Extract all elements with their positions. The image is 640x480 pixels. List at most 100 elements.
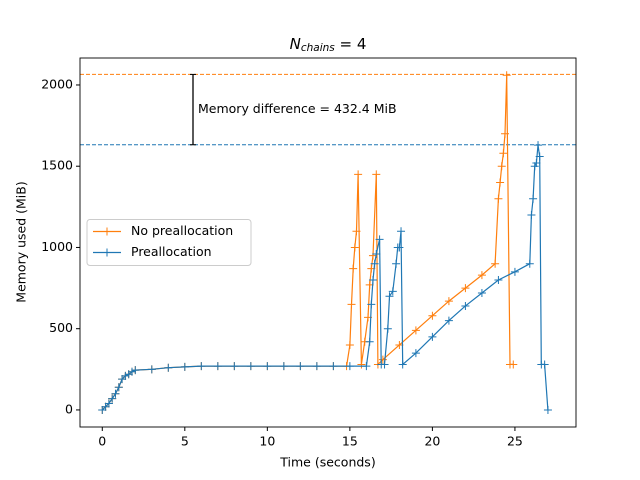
marker [345,362,354,371]
marker [510,267,519,276]
marker [213,362,222,371]
marker [395,243,404,252]
marker [534,141,543,150]
marker [496,178,505,187]
title-main: N [290,35,301,53]
marker [104,399,113,408]
marker [444,297,453,306]
marker [494,194,503,203]
marker [349,264,358,273]
marker [428,311,437,320]
marker [380,360,389,369]
marker [509,360,518,369]
marker [499,149,508,158]
marker [477,271,486,280]
marker [114,383,123,392]
marker [477,288,486,297]
x-tick-label: 5 [181,434,189,449]
y-tick-label: 1500 [41,158,73,173]
marker [532,158,541,167]
marker [352,227,361,236]
y-tick-label: 1000 [41,239,73,254]
marker [354,170,363,179]
legend-marker [103,227,111,236]
legend-label: No preallocation [131,223,233,238]
marker [411,349,420,358]
marker [543,405,552,414]
marker [497,162,506,171]
marker [368,275,377,284]
marker [347,300,356,309]
x-axis-label: Time (seconds) [279,455,375,470]
marker [121,371,130,380]
marker [365,337,374,346]
marker [535,152,544,161]
marker [111,389,120,398]
y-tick-label: 2000 [41,76,73,91]
marker [180,362,189,371]
y-tick-label: 500 [49,320,73,335]
marker [385,292,394,301]
series-line [101,145,549,411]
marker [118,375,127,384]
marker [529,194,538,203]
y-axis-label: Memory used (MiB) [14,181,29,302]
marker [147,365,156,374]
marker [397,227,406,236]
marker [357,360,366,369]
y-tick-label: 0 [65,401,73,416]
marker [296,362,305,371]
x-tick-label: 15 [342,434,358,449]
x-tick-label: 20 [424,434,440,449]
legend-marker [103,248,111,257]
marker [131,366,140,375]
marker [428,332,437,341]
marker [372,170,381,179]
marker [372,249,381,258]
marker [98,405,107,414]
marker [383,324,392,333]
x-tick-label: 0 [98,434,106,449]
marker [461,301,470,310]
marker [494,275,503,284]
legend-label: Preallocation [131,244,212,259]
annotation: Memory difference = 432.4 MiB [198,101,397,116]
chart-title: Nchains = 4 [290,35,367,55]
marker [164,363,173,372]
marker [398,360,407,369]
marker [392,259,401,268]
marker [444,316,453,325]
title-sub: chains [301,42,335,54]
title-rest: = 4 [335,35,367,53]
marker [362,362,371,371]
marker [525,259,534,268]
marker [370,259,379,268]
marker [502,71,511,80]
marker [530,162,539,171]
marker [527,210,536,219]
marker [197,362,206,371]
marker [388,287,397,296]
marker [540,360,549,369]
marker [501,129,510,138]
marker [350,243,359,252]
legend-box [86,219,252,266]
plot-frame [79,57,577,428]
marker [367,300,376,309]
marker [279,362,288,371]
marker [375,235,384,244]
marker [230,362,239,371]
marker [312,362,321,371]
marker [491,259,500,268]
marker [101,402,110,411]
marker [411,326,420,335]
x-tick-label: 10 [259,434,275,449]
marker [246,362,255,371]
marker [345,340,354,349]
marker [108,394,117,403]
marker [127,367,136,376]
x-tick-label: 25 [507,434,523,449]
marker [263,362,272,371]
marker [329,362,338,371]
